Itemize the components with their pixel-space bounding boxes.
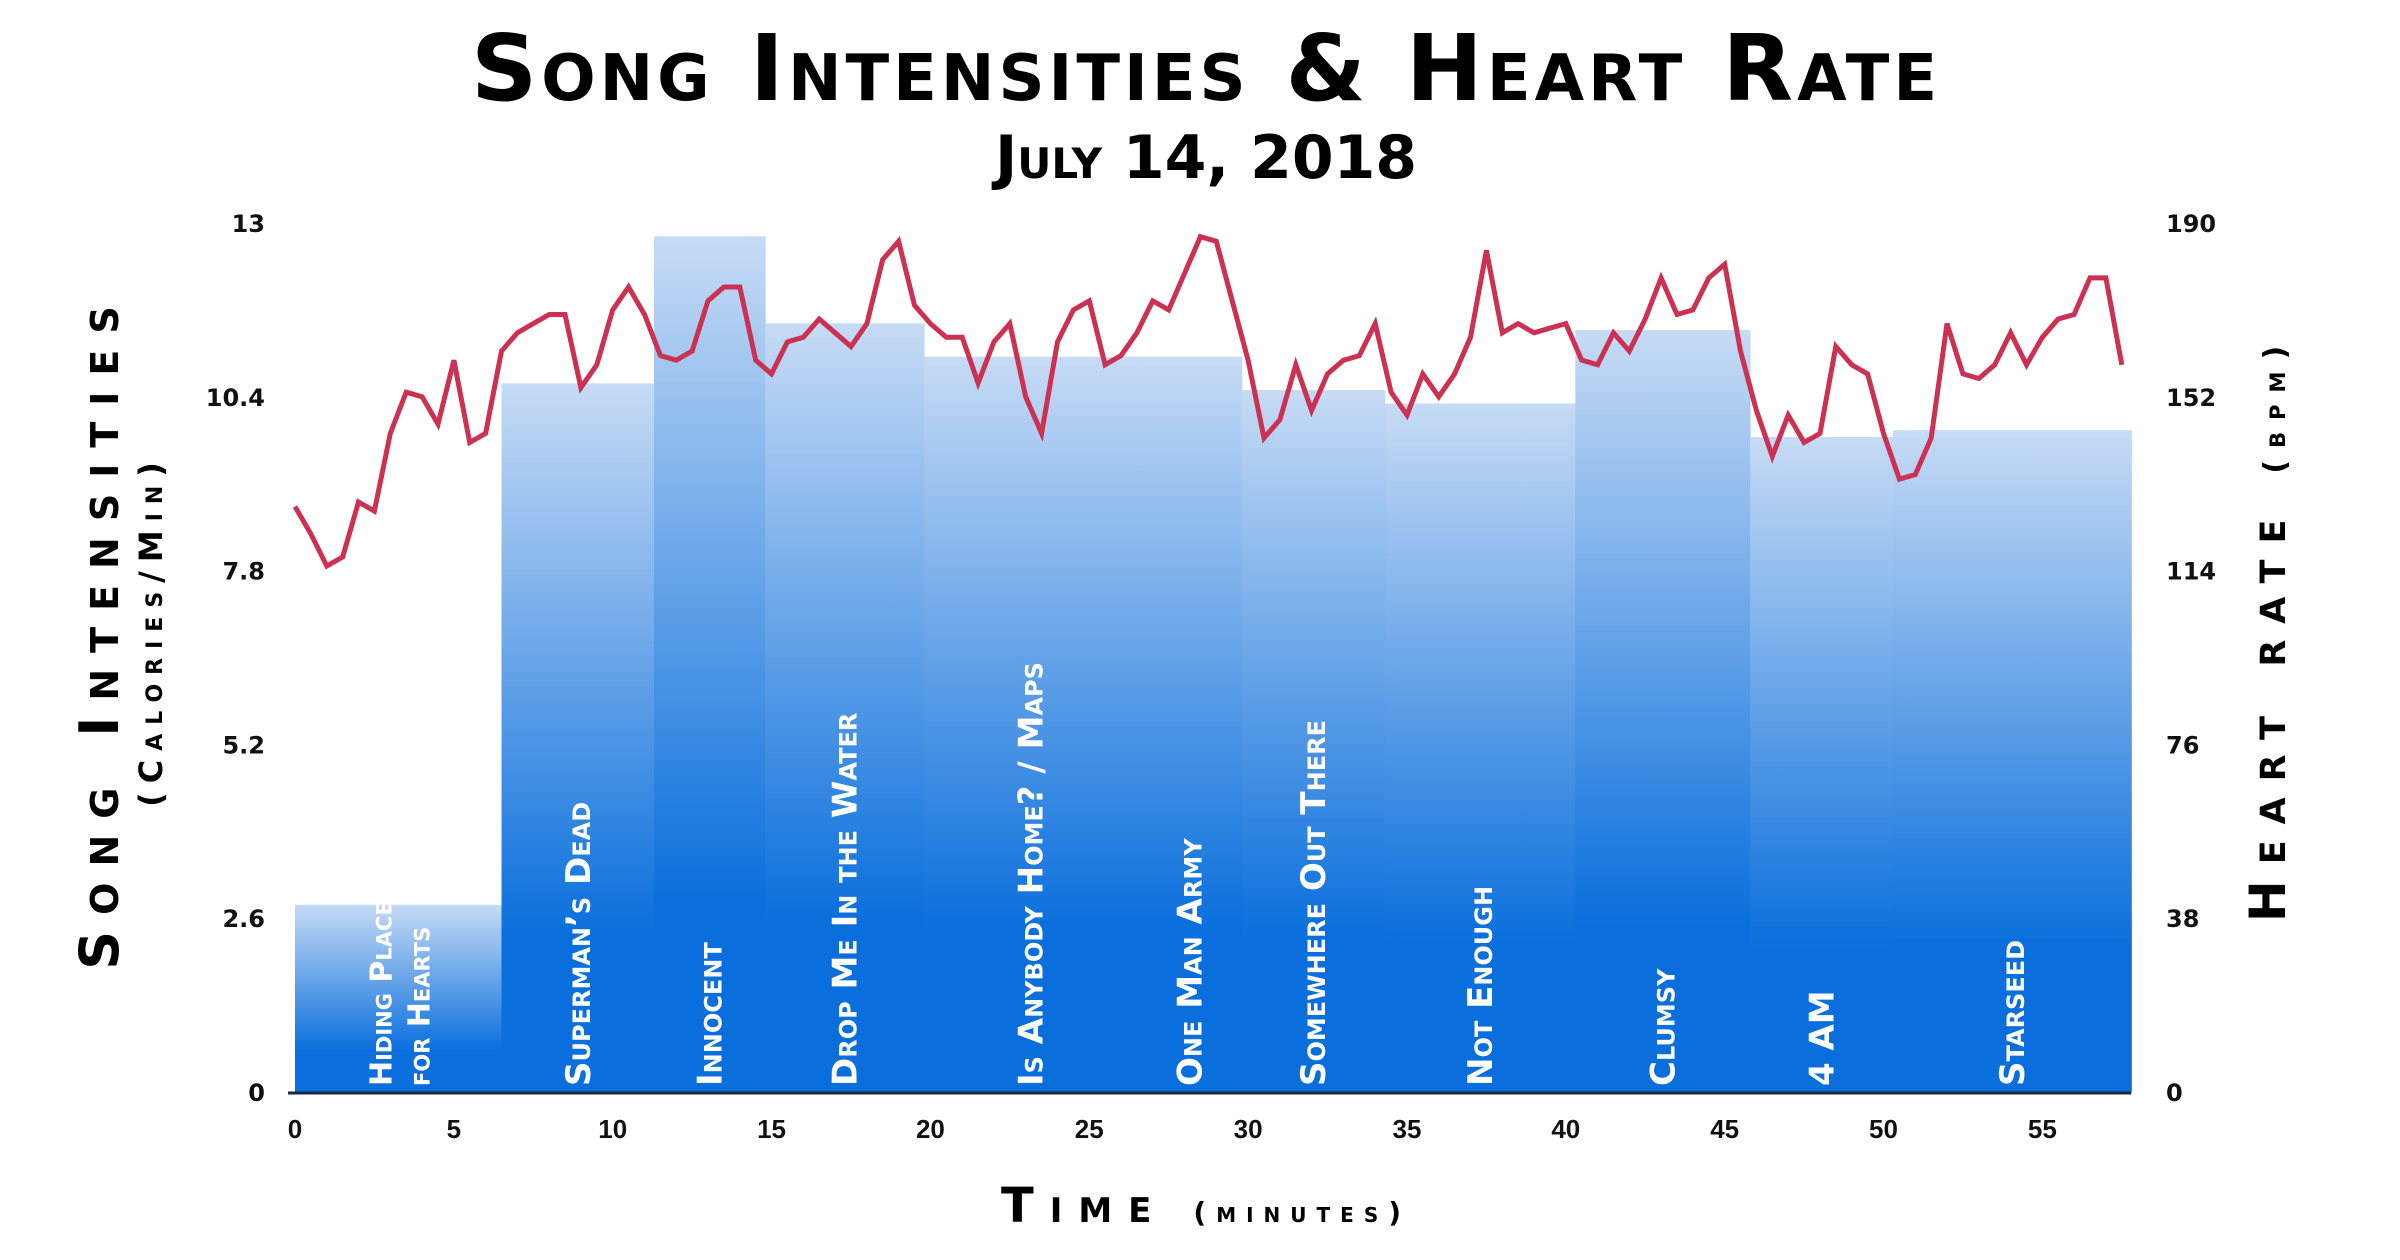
- bar-song: [654, 236, 766, 1092]
- bar-label: Innocent: [691, 942, 731, 1086]
- y-left-tick-label: 5.2: [222, 731, 265, 759]
- bar-label: Somewhere Out There: [1294, 720, 1334, 1086]
- x-tick-label: 50: [1869, 1114, 1898, 1144]
- bar-song: [1575, 329, 1751, 1092]
- x-tick-label: 25: [1075, 1114, 1104, 1144]
- y-right-axis-unit: (bpm): [2258, 334, 2293, 474]
- bar-label: Superman’s Dead: [559, 802, 599, 1086]
- bar-label: Clumsy: [1644, 968, 1684, 1086]
- bar-song: [1893, 430, 2132, 1092]
- bar-song: [1384, 403, 1576, 1092]
- y-right-tick-label: 38: [2166, 905, 2199, 933]
- bars-group: [295, 236, 2132, 1093]
- chart-title: Song Intensities & Heart Rate: [471, 15, 1941, 122]
- y-right-tick-label: 190: [2166, 210, 2216, 238]
- bar-song: [1750, 436, 1894, 1092]
- bar-labels-group: Hiding Place for Hearts Superman’s Dead Inn…: [364, 662, 2033, 1086]
- bar-song: [501, 383, 655, 1092]
- y-left-tick-label: 2.6: [222, 905, 265, 933]
- y-right-axis-title: Heart rate (bpm): [2239, 334, 2297, 922]
- y-left-axis-unit: (Calories/Min): [132, 453, 170, 807]
- y-right-tick-label: 76: [2166, 731, 2199, 759]
- axes-group: 0 5 10 15 20 25 30 35 40 45 50 55 0 2.6 5.2 7.8 10.4 13 0 3…: [206, 210, 2216, 1144]
- bar-label: One Man Army: [1170, 838, 1210, 1086]
- heart-rate-line: [292, 233, 2125, 570]
- heart-rate-line-group: [292, 233, 2125, 570]
- x-axis-title: Time (minutes): [1001, 1178, 1411, 1234]
- bar-song: [1136, 356, 1243, 1092]
- x-tick-label: 20: [916, 1114, 945, 1144]
- bar-label: Is Anybody Home? / Maps: [1011, 662, 1051, 1086]
- y-right-tick-label: 114: [2166, 558, 2216, 586]
- y-left-tick-label: 7.8: [222, 558, 265, 586]
- x-tick-label: 35: [1392, 1114, 1421, 1144]
- bar-song: [765, 323, 925, 1092]
- x-tick-label: 5: [447, 1114, 461, 1144]
- x-tick-label: 0: [288, 1114, 302, 1144]
- bar-song: [295, 904, 503, 1092]
- x-tick-label: 40: [1551, 1114, 1580, 1144]
- y-right-tick-label: 152: [2166, 384, 2216, 412]
- y-left-tick-label: 0: [248, 1079, 265, 1107]
- x-axis-label: Time: [1001, 1178, 1167, 1234]
- x-tick-label: 10: [598, 1114, 627, 1144]
- bar-label: Hiding Place: [364, 901, 399, 1086]
- y-left-tick-label: 13: [232, 210, 265, 238]
- y-left-axis-title: Song Intensities: [68, 290, 131, 969]
- bar-label: Drop Me In the Water: [826, 713, 866, 1086]
- chart-subtitle: July 14, 2018: [991, 123, 1417, 193]
- bar-label: 4 AM: [1803, 990, 1843, 1086]
- x-axis-unit: (minutes): [1193, 1196, 1411, 1229]
- bar-label: Starseed: [1993, 940, 2033, 1086]
- y-right-tick-label: 0: [2166, 1079, 2183, 1107]
- x-tick-label: 45: [1710, 1114, 1739, 1144]
- x-tick-label: 30: [1234, 1114, 1263, 1144]
- bar-label: Not Enough: [1461, 886, 1501, 1086]
- y-right-axis-label: Heart rate: [2239, 504, 2297, 923]
- bar-song: [924, 356, 1138, 1092]
- y-left-tick-label: 10.4: [206, 384, 265, 412]
- bar-label: for Hearts: [402, 927, 437, 1086]
- bar-song: [1241, 390, 1386, 1093]
- svg-text:Heart rate(bpm): Heart rate (bpm): [2239, 334, 2297, 922]
- x-tick-label: 55: [2028, 1114, 2057, 1144]
- x-tick-label: 15: [757, 1114, 786, 1144]
